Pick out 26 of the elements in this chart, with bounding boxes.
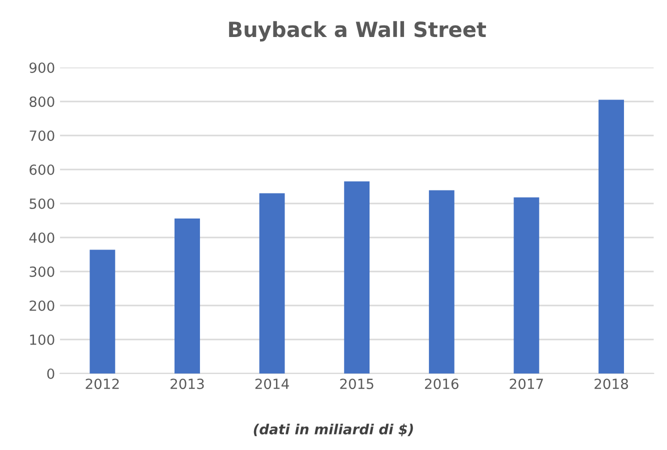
bar: [259, 193, 285, 374]
x-tick-label: 2012: [86, 378, 119, 390]
x-tick-label: 2015: [340, 378, 374, 390]
chart-title: Buyback a Wall Street: [229, 21, 486, 42]
y-tick-label: 0: [47, 368, 54, 379]
bar: [90, 250, 116, 374]
y-tick-label: 400: [29, 232, 54, 243]
bar: [428, 190, 454, 374]
y-tick-label: 200: [30, 300, 54, 311]
x-tick-label: 2018: [594, 378, 628, 390]
y-tick-label: 500: [30, 198, 54, 209]
bar: [344, 181, 370, 374]
y-tick-label: 700: [30, 130, 54, 141]
y-tick-label: 300: [30, 266, 54, 277]
y-tick-label: 900: [30, 62, 54, 73]
x-tick-label: 2016: [424, 378, 458, 390]
y-tick-label: 100: [30, 334, 54, 345]
bar: [174, 218, 200, 374]
x-tick-label: 2013: [170, 378, 204, 390]
y-tick-label: 600: [30, 164, 54, 175]
text: (dati in miliardi di $): [254, 424, 413, 436]
x-tick-label: 2017: [510, 378, 543, 390]
x-tick-label: 2014: [255, 378, 289, 390]
y-tick-label: 800: [30, 96, 54, 107]
bar: [514, 197, 540, 374]
bar: [598, 100, 624, 374]
